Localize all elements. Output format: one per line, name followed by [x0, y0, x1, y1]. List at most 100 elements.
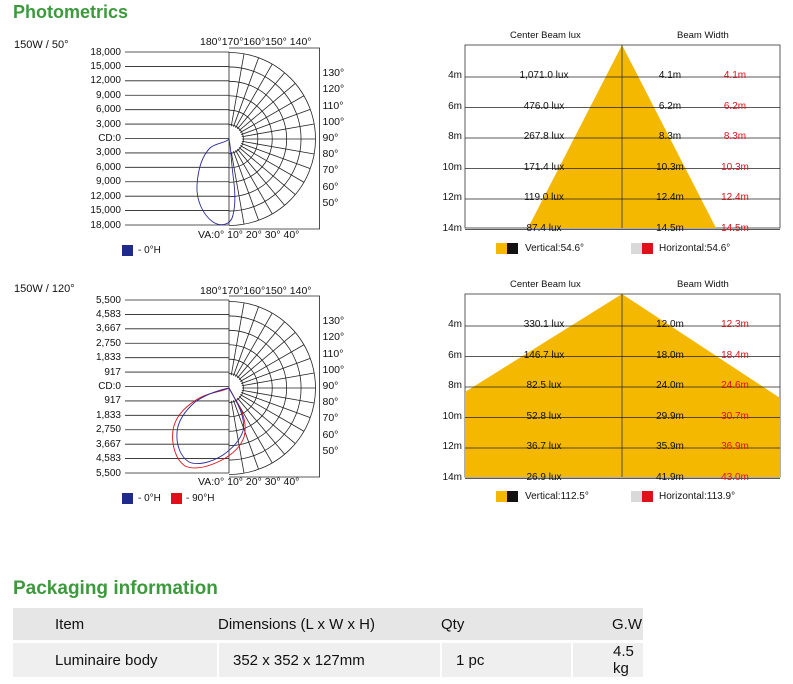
beam-2-lux: 330.1 lux [523, 319, 565, 330]
photometrics-title: Photometrics [13, 2, 129, 22]
polar-chart-1-legend-0h: - 0°H [138, 245, 161, 256]
polar-1-radial [237, 148, 285, 206]
packaging-header-row: Item Dimensions (L x W x H) Qty G.W [13, 608, 643, 640]
beam-1-distance: 8m [448, 131, 462, 142]
beam-1-horizontal-width: 12.4m [721, 192, 749, 203]
beam-2-distance: 14m [442, 471, 462, 483]
beam-chart-1-lux-header: Center Beam lux [510, 30, 581, 41]
polar-1-radial [235, 63, 273, 128]
beam-1-lux: 87.4 lux [526, 222, 562, 234]
beam-1-vertical-width: 4.1m [658, 70, 682, 81]
packaging-header-qty: Qty [441, 608, 572, 640]
polar-chart-1-top-angles: 180°170°160°150° 140° [200, 36, 312, 48]
beam-chart-2-legend-horizontal: Horizontal:113.9° [659, 491, 736, 502]
polar-2-radial [237, 321, 285, 379]
polar-2-radial [233, 400, 259, 470]
polar-2-radial [230, 302, 245, 376]
polar-2-radial [241, 389, 315, 404]
polar-2-radial [233, 306, 259, 376]
packaging-title: Packaging information [13, 578, 218, 599]
polar-chart-2-label: 150W / 120° [14, 283, 75, 295]
polar-chart-2-legend-90h: - 90°H [186, 493, 215, 504]
beam-2-horizontal-width: 12.3m [721, 319, 749, 330]
polar-2-radial [238, 332, 296, 380]
polar-1-angle-label: 80° [322, 148, 339, 161]
beam-2-lux: 82.5 lux [526, 380, 562, 391]
polar-1-angle-label: 130° [322, 67, 345, 80]
packaging-header-item: Item [13, 608, 218, 640]
beam-1-distance: 6m [448, 100, 462, 112]
polar-2-scale-label: 1,833 [95, 409, 121, 421]
packaging-row: Luminaire body 352 x 352 x 127mm 1 pc 4.… [13, 643, 643, 677]
beam-chart-2-legend-horizontal-swatch-a [631, 491, 642, 502]
polar-chart-2-bottom-angles: VA:0° 10° 20° 30° 40° [198, 476, 300, 488]
polar-1-scale-label: 9,000 [95, 176, 121, 188]
beam-2-distance: 8m [448, 380, 462, 391]
beam-1-lux: 267.8 lux [523, 131, 565, 142]
packaging-cell-item: Luminaire body [13, 643, 218, 677]
beam-1-horizontal-width: 8.3m [723, 131, 747, 142]
polar-2-radial [241, 372, 315, 387]
beam-chart-1-legend-vertical: Vertical:54.6° [525, 243, 585, 254]
beam-1-horizontal-width: 14.5m [721, 222, 749, 234]
beam-2-horizontal-width: 24.6m [721, 380, 749, 391]
polar-1-scale-label: 15,000 [90, 205, 121, 217]
polar-chart-2-legend-90h-swatch [171, 493, 182, 504]
polar-chart-2-legend-0h: - 0°H [138, 493, 161, 504]
beam-2-horizontal-width: 43.0m [721, 471, 749, 483]
polar-2-radial [230, 400, 245, 474]
polar-chart-2-curve-0h [176, 387, 244, 465]
beam-chart-1-legend-horizontal-swatch-a [631, 243, 642, 254]
packaging-header-dimensions: Dimensions (L x W x H) [218, 608, 441, 640]
polar-2-scale-label: 5,500 [95, 294, 121, 306]
polar-2-scale-label: 4,583 [95, 453, 121, 465]
beam-1-horizontal-width: 4.1m [723, 70, 747, 81]
polar-chart-1-label: 150W / 50° [14, 39, 69, 51]
polar-2-angle-label: 90° [322, 380, 339, 392]
beam-chart-2-lux-header: Center Beam lux [510, 279, 581, 290]
beam-2-vertical-width: 29.9m [656, 410, 684, 422]
beam-chart-1-width-header: Beam Width [677, 30, 729, 41]
polar-1-angle-label: 100° [322, 115, 345, 128]
polar-2-angle-label: 60° [322, 428, 339, 441]
polar-chart-1-curve-0h [196, 137, 236, 226]
polar-2-scale-label: 3,667 [95, 323, 121, 335]
packaging-cell-qty: 1 pc [440, 643, 572, 677]
polar-1-scale-label: 3,000 [95, 118, 121, 130]
polar-chart-1-legend-0h-swatch [122, 245, 133, 256]
beam-2-lux: 52.8 lux [526, 410, 562, 422]
polar-chart-2-legend-0h-swatch [122, 493, 133, 504]
polar-2-scale-label: 3,667 [95, 438, 121, 450]
beam-1-lux: 476.0 lux [523, 100, 565, 112]
beam-1-distance: 4m [448, 70, 462, 81]
beam-2-vertical-width: 24.0m [656, 380, 684, 391]
polar-2-radial [241, 392, 311, 418]
polar-2-radial [235, 312, 273, 377]
polar-1-scale-label: 18,000 [90, 46, 121, 58]
packaging-cell-gw: 4.5 kg [571, 643, 643, 677]
polar-2-scale-label: 2,750 [95, 337, 121, 349]
polar-1-angle-label: 70° [322, 164, 339, 177]
polar-1-angle-label: 50° [322, 196, 339, 209]
polar-1-radial [241, 109, 311, 135]
beam-2-lux: 146.7 lux [523, 349, 565, 361]
beam-2-vertical-width: 35.9m [656, 441, 684, 452]
polar-1-scale-label: 18,000 [90, 219, 121, 231]
polar-2-angle-label: 50° [322, 444, 339, 457]
beam-2-vertical-width: 18.0m [656, 349, 684, 361]
beam-2-distance: 10m [442, 410, 462, 422]
beam-2-horizontal-width: 30.7m [721, 410, 749, 422]
polar-2-radial [241, 358, 311, 384]
beam-chart-1-legend-vertical-swatch-a [496, 243, 507, 254]
polar-1-scale-label: 9,000 [95, 89, 121, 101]
beam-chart-1-legend-vertical-swatch-b [507, 243, 518, 254]
beam-1-horizontal-width: 10.3m [721, 161, 749, 173]
polar-2-angle-label: 110° [322, 347, 344, 360]
beam-1-vertical-width: 10.3m [656, 161, 684, 173]
polar-2-angle-label: 80° [322, 396, 339, 409]
polar-2-scale-label: 917 [104, 366, 121, 378]
